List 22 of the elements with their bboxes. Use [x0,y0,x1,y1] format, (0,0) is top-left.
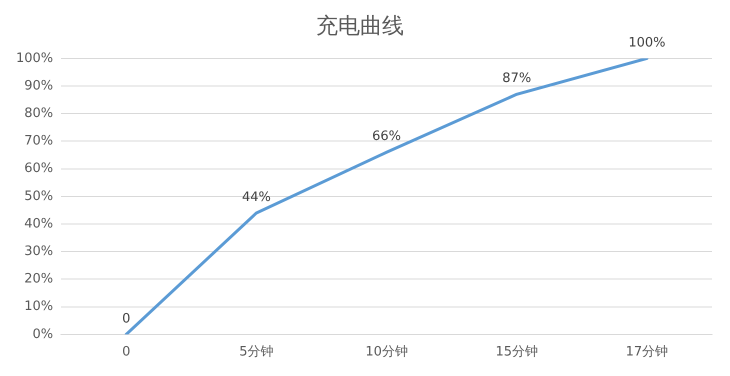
y-tick-label: 10% [24,299,54,314]
x-tick-label: 5分钟 [239,344,274,360]
x-tick-label: 17分钟 [626,344,668,360]
y-tick-label: 0% [32,326,54,342]
chart-title: 充电曲线 [316,14,404,39]
y-tick-label: 20% [24,272,54,287]
x-tick-label: 15分钟 [495,344,538,360]
y-tick-label: 30% [24,244,54,259]
y-tick-label: 60% [24,161,54,176]
data-label: 66% [372,129,402,144]
x-tick-label: 10分钟 [365,344,408,360]
y-tick-label: 40% [24,216,54,232]
y-tick-label: 90% [24,78,54,94]
y-tick-label: 50% [24,188,54,204]
x-tick-label: 0 [122,344,130,360]
y-tick-label: 70% [24,134,54,149]
data-label: 0 [122,311,130,326]
data-label: 100% [628,35,666,50]
data-label: 87% [502,71,532,86]
y-tick-label: 100% [16,50,54,66]
y-tick-label: 80% [24,106,54,121]
data-label: 44% [242,190,271,205]
